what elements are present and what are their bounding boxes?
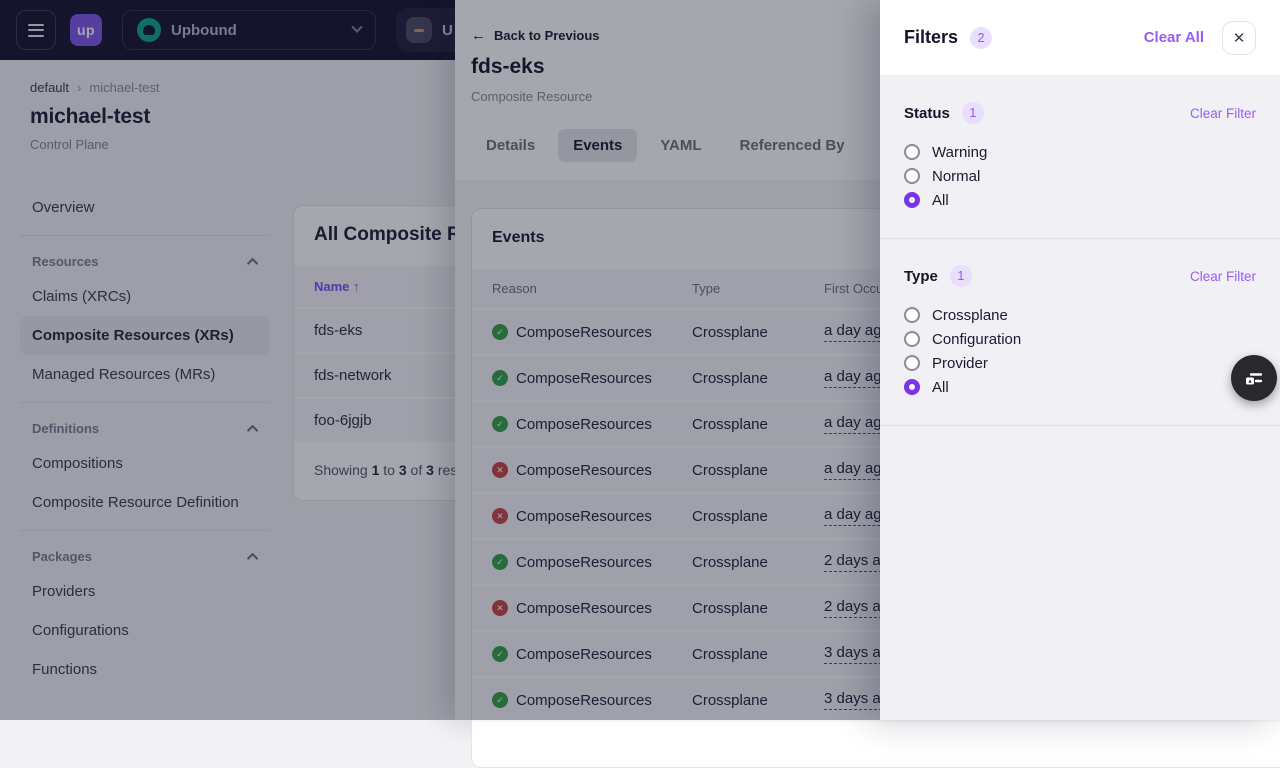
filters-header: Filters 2 Clear All ✕ — [880, 0, 1280, 76]
radio-label: All — [932, 192, 949, 209]
radio-label: Configuration — [932, 331, 1021, 348]
radio-icon[interactable] — [904, 307, 920, 323]
filter-group-type: Type 1 Clear Filter Crossplane Configura… — [880, 239, 1280, 426]
radio-option-type-all[interactable]: All — [904, 375, 1256, 399]
radio-label: Crossplane — [932, 307, 1008, 324]
status-group-title: Status — [904, 105, 950, 122]
filter-toggle-fab[interactable] — [1231, 355, 1277, 401]
radio-icon[interactable] — [904, 331, 920, 347]
radio-label: Provider — [932, 355, 988, 372]
radio-option-warning[interactable]: Warning — [904, 140, 1256, 164]
modal-backdrop[interactable] — [0, 0, 880, 720]
radio-icon[interactable] — [904, 355, 920, 371]
radio-icon-selected[interactable] — [904, 379, 920, 395]
type-group-title: Type — [904, 268, 938, 285]
filter-group-status: Status 1 Clear Filter Warning Normal All — [880, 76, 1280, 239]
radio-option-provider[interactable]: Provider — [904, 351, 1256, 375]
clear-all-button[interactable]: Clear All — [1144, 29, 1204, 46]
radio-label: Warning — [932, 144, 987, 161]
radio-icon-selected[interactable] — [904, 192, 920, 208]
radio-label: Normal — [932, 168, 980, 185]
filters-count-badge: 2 — [970, 27, 992, 49]
type-count-badge: 1 — [950, 265, 972, 287]
radio-option-status-all[interactable]: All — [904, 188, 1256, 212]
filters-panel: Filters 2 Clear All ✕ Status 1 Clear Fil… — [880, 0, 1280, 720]
filter-list-icon — [1243, 367, 1265, 389]
clear-type-filter-button[interactable]: Clear Filter — [1190, 269, 1256, 284]
close-filters-button[interactable]: ✕ — [1222, 21, 1256, 55]
radio-option-configuration[interactable]: Configuration — [904, 327, 1256, 351]
radio-option-normal[interactable]: Normal — [904, 164, 1256, 188]
clear-status-filter-button[interactable]: Clear Filter — [1190, 106, 1256, 121]
radio-icon[interactable] — [904, 168, 920, 184]
close-icon: ✕ — [1233, 29, 1246, 47]
radio-option-crossplane[interactable]: Crossplane — [904, 303, 1256, 327]
status-count-badge: 1 — [962, 102, 984, 124]
radio-icon[interactable] — [904, 144, 920, 160]
radio-label: All — [932, 379, 949, 396]
filters-title: Filters — [904, 27, 958, 48]
